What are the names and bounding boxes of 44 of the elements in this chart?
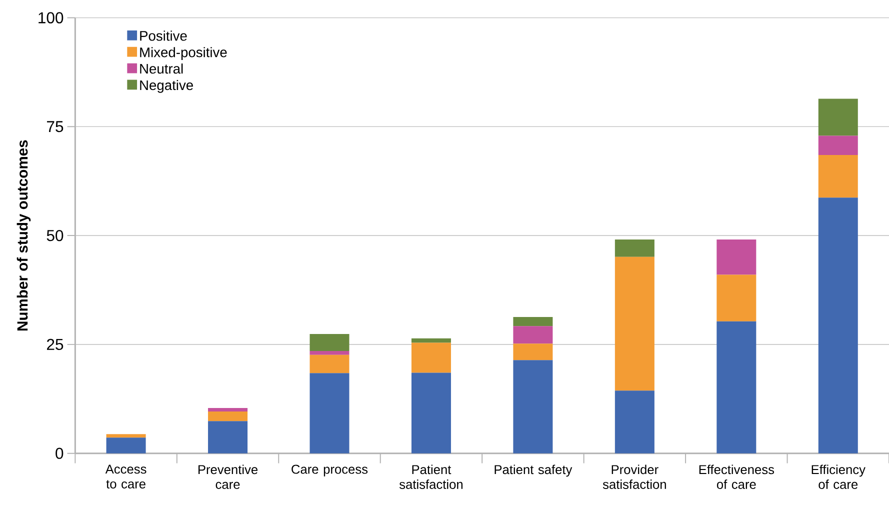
bar xyxy=(818,198,858,454)
bar xyxy=(716,274,756,322)
x-tick-label: Effectiveness of care xyxy=(699,464,774,490)
legend-label: Negative xyxy=(140,80,193,94)
bar xyxy=(513,326,553,344)
bar xyxy=(106,438,146,454)
x-tick-label: Provider satisfaction xyxy=(602,464,666,490)
bar xyxy=(513,317,553,326)
x-tick-label: Patient satisfaction xyxy=(399,464,462,490)
y-tick-label: 50 xyxy=(46,230,64,242)
y-axis-title: Number of study outcomes xyxy=(16,140,31,331)
bar xyxy=(411,342,451,373)
x-tick-label: Efficiency of care xyxy=(812,464,866,490)
bar xyxy=(614,390,654,454)
bar xyxy=(208,408,248,412)
bar xyxy=(818,136,858,156)
bar xyxy=(818,99,858,136)
y-tick-label: 25 xyxy=(46,339,64,350)
y-tick-label: 75 xyxy=(47,121,64,132)
y-tick-label: 0 xyxy=(56,448,64,460)
bar xyxy=(310,351,350,356)
bar xyxy=(513,360,553,454)
bar xyxy=(310,355,350,374)
bar xyxy=(818,155,858,198)
bar xyxy=(411,372,451,454)
bar xyxy=(106,434,146,438)
bar xyxy=(513,344,553,360)
x-tick-label: Preventive care xyxy=(198,464,258,490)
x-tick-label: Patient safety xyxy=(494,464,572,477)
bar xyxy=(208,421,248,454)
bar xyxy=(411,338,451,343)
bar xyxy=(310,334,350,352)
bar xyxy=(614,240,654,258)
bar xyxy=(208,412,248,422)
legend-label: Neutral xyxy=(140,64,183,74)
bar xyxy=(716,322,756,454)
x-tick-label: Care process xyxy=(292,464,368,477)
y-tick-label: 100 xyxy=(38,12,64,24)
bar xyxy=(614,257,654,391)
bar xyxy=(310,373,350,454)
bar xyxy=(716,240,756,275)
x-tick-label: Access to care xyxy=(105,464,146,489)
legend-label: Positive xyxy=(140,30,187,42)
legend-label: Mixed-positive xyxy=(140,47,227,60)
